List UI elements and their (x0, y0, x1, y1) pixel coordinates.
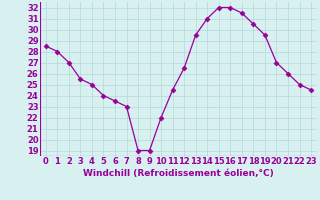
X-axis label: Windchill (Refroidissement éolien,°C): Windchill (Refroidissement éolien,°C) (83, 169, 274, 178)
